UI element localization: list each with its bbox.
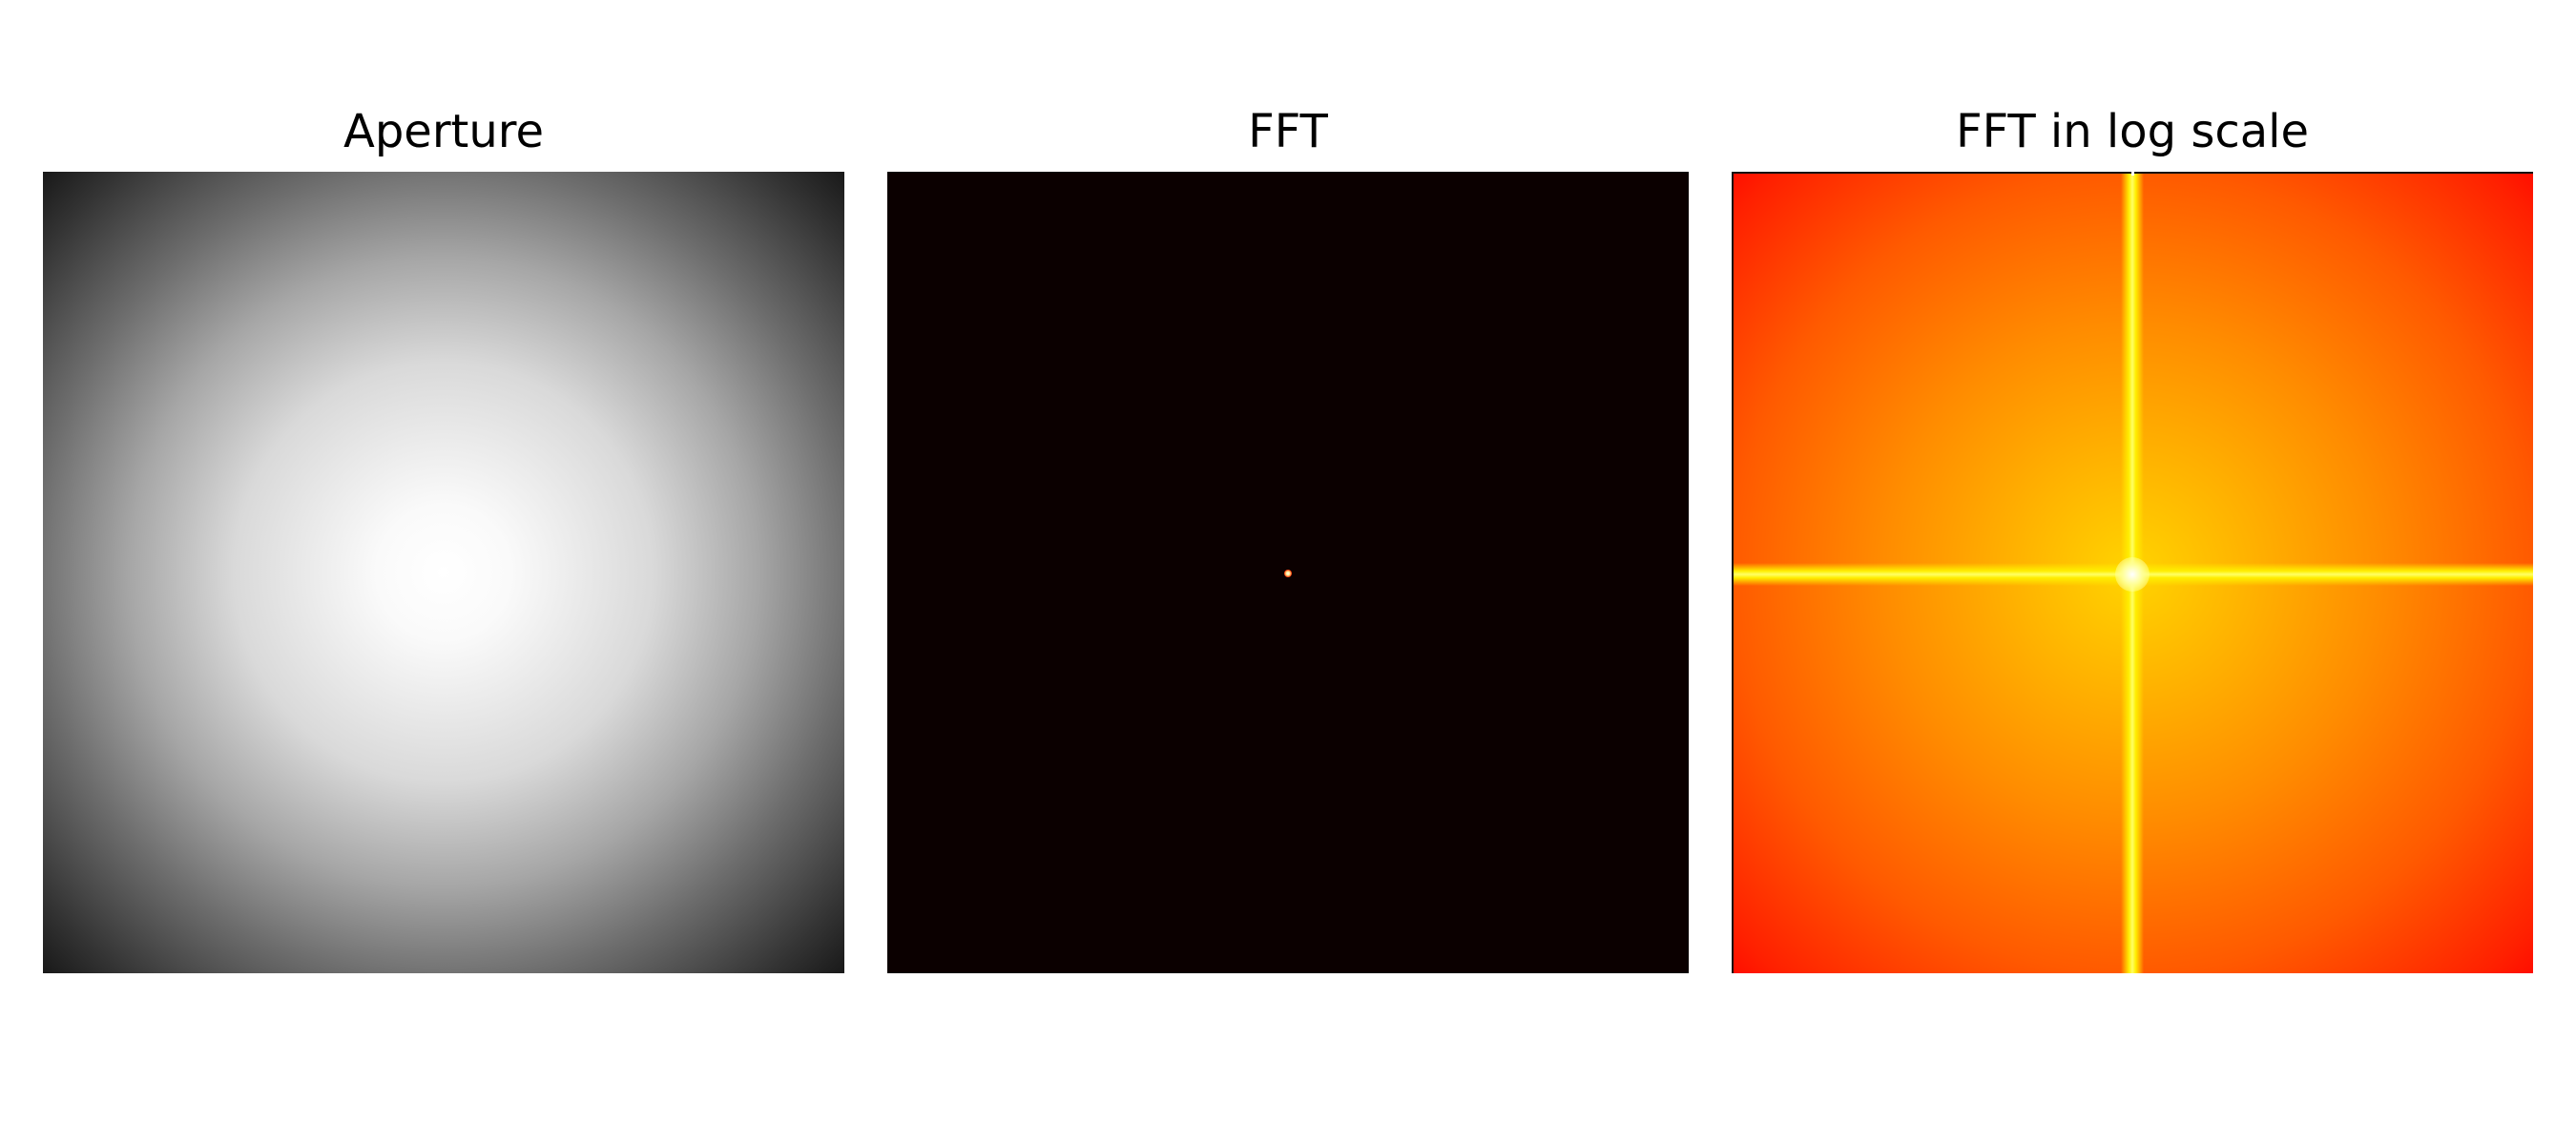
fft-image	[887, 172, 1689, 973]
fft-log-image	[1732, 172, 2533, 973]
aperture-title: Aperture	[343, 105, 545, 158]
fft-log-center-peak	[2115, 557, 2150, 592]
fft-log-frame	[1732, 172, 2533, 973]
aperture-image	[43, 172, 844, 973]
fft-center-peak	[1284, 570, 1292, 577]
fft-title: FFT	[1248, 105, 1328, 158]
fft-log-top-marker	[2131, 172, 2134, 176]
fft-log-title: FFT in log scale	[1955, 105, 2310, 158]
aperture-gaussian	[43, 172, 844, 973]
